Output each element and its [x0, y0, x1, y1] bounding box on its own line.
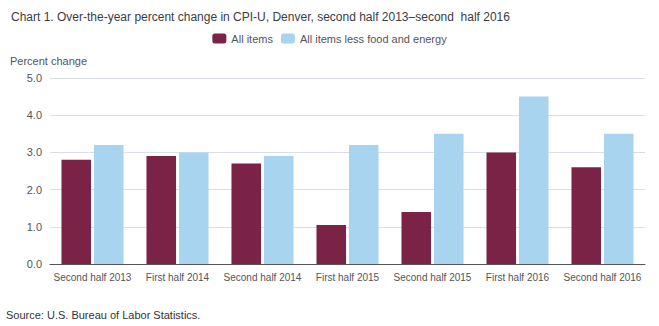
svg-text:5.0: 5.0	[27, 72, 42, 84]
svg-text:First half 2016: First half 2016	[486, 272, 550, 283]
svg-text:3.0: 3.0	[27, 146, 42, 158]
svg-text:Source: U.S. Bureau of Labor S: Source: U.S. Bureau of Labor Statistics.	[6, 309, 200, 321]
svg-text:2.0: 2.0	[27, 184, 42, 196]
svg-text:1.0: 1.0	[27, 221, 42, 233]
svg-text:Second half 2014: Second half 2014	[224, 272, 302, 283]
svg-text:Second half 2016: Second half 2016	[564, 272, 642, 283]
svg-text:Second half 2013: Second half 2013	[54, 272, 132, 283]
svg-text:First half 2014: First half 2014	[146, 272, 210, 283]
svg-text:4.0: 4.0	[27, 109, 42, 121]
svg-text:Percent change: Percent change	[10, 55, 87, 67]
svg-text:Chart 1. Over-the-year percent: Chart 1. Over-the-year percent change in…	[11, 10, 510, 24]
svg-text:Second half 2015: Second half 2015	[394, 272, 472, 283]
svg-text:All items: All items	[231, 33, 273, 45]
svg-text:0.0: 0.0	[27, 258, 42, 270]
svg-text:First half 2015: First half 2015	[316, 272, 380, 283]
svg-text:All items less food and energy: All items less food and energy	[300, 33, 447, 45]
